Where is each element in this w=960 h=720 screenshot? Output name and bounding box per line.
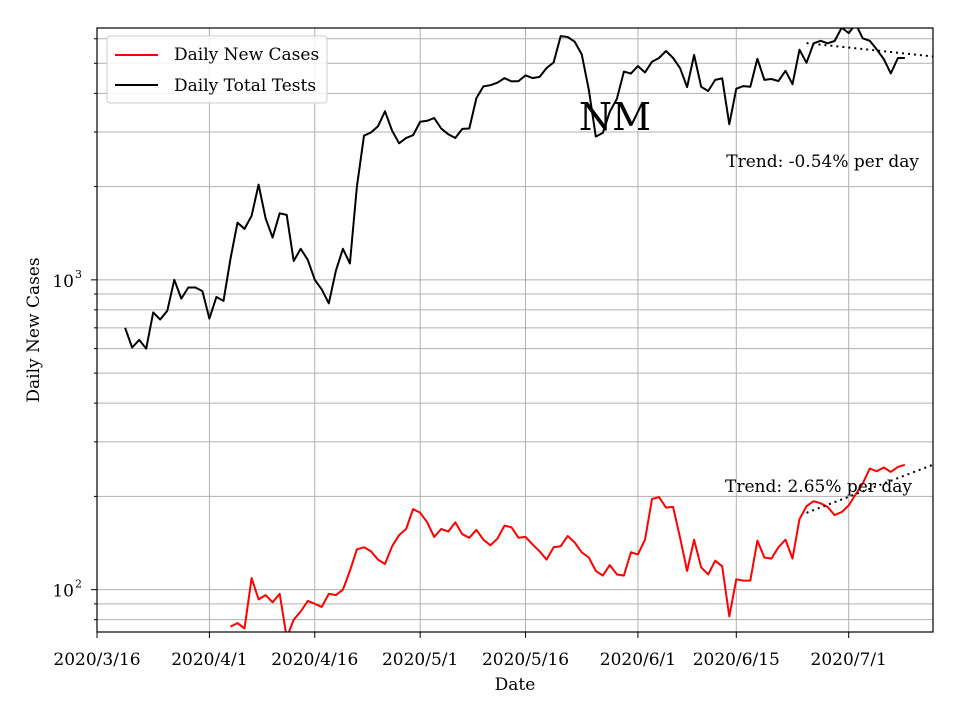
grid-lines [96, 28, 933, 632]
daily-total-tests-line [124, 28, 905, 350]
x-tick-label: 2020/6/15 [693, 650, 780, 670]
x-tick-label: 2020/5/1 [382, 650, 458, 670]
x-axis-label: Date [495, 675, 536, 695]
cases-trend-annotation: Trend: 2.65% per day [725, 477, 912, 497]
legend: Daily New Cases Daily Total Tests [106, 35, 328, 104]
x-tick-label: 2020/4/1 [171, 650, 247, 670]
tests-trend-annotation: Trend: -0.54% per day [726, 152, 919, 172]
chart-title: NM [579, 95, 651, 139]
plot-frame [96, 27, 934, 633]
tests-trend-line [806, 42, 933, 58]
x-tick-label: 2020/6/1 [600, 650, 676, 670]
y-tick-label: 10 [52, 582, 74, 602]
x-tick-label: 2020/5/16 [482, 650, 569, 670]
x-tick-label: 2020/4/16 [271, 650, 358, 670]
cases-trend-line [806, 463, 933, 514]
axes: 2020/3/16 2020/4/1 2020/4/16 2020/5/1 2020/5… [52, 38, 887, 670]
y-tick-exponent: 2 [75, 578, 82, 591]
x-tick-label: 2020/3/16 [53, 650, 140, 670]
legend-label-cases: Daily New Cases [174, 45, 319, 65]
y-tick-label: 10 [52, 272, 74, 292]
y-tick-exponent: 3 [75, 268, 82, 281]
legend-label-tests: Daily Total Tests [174, 76, 316, 96]
series-layer [124, 28, 933, 632]
legend-box [106, 35, 328, 104]
daily-new-cases-line [230, 463, 906, 632]
x-tick-label: 2020/7/1 [811, 650, 887, 670]
y-axis-label: Daily New Cases [24, 257, 44, 402]
